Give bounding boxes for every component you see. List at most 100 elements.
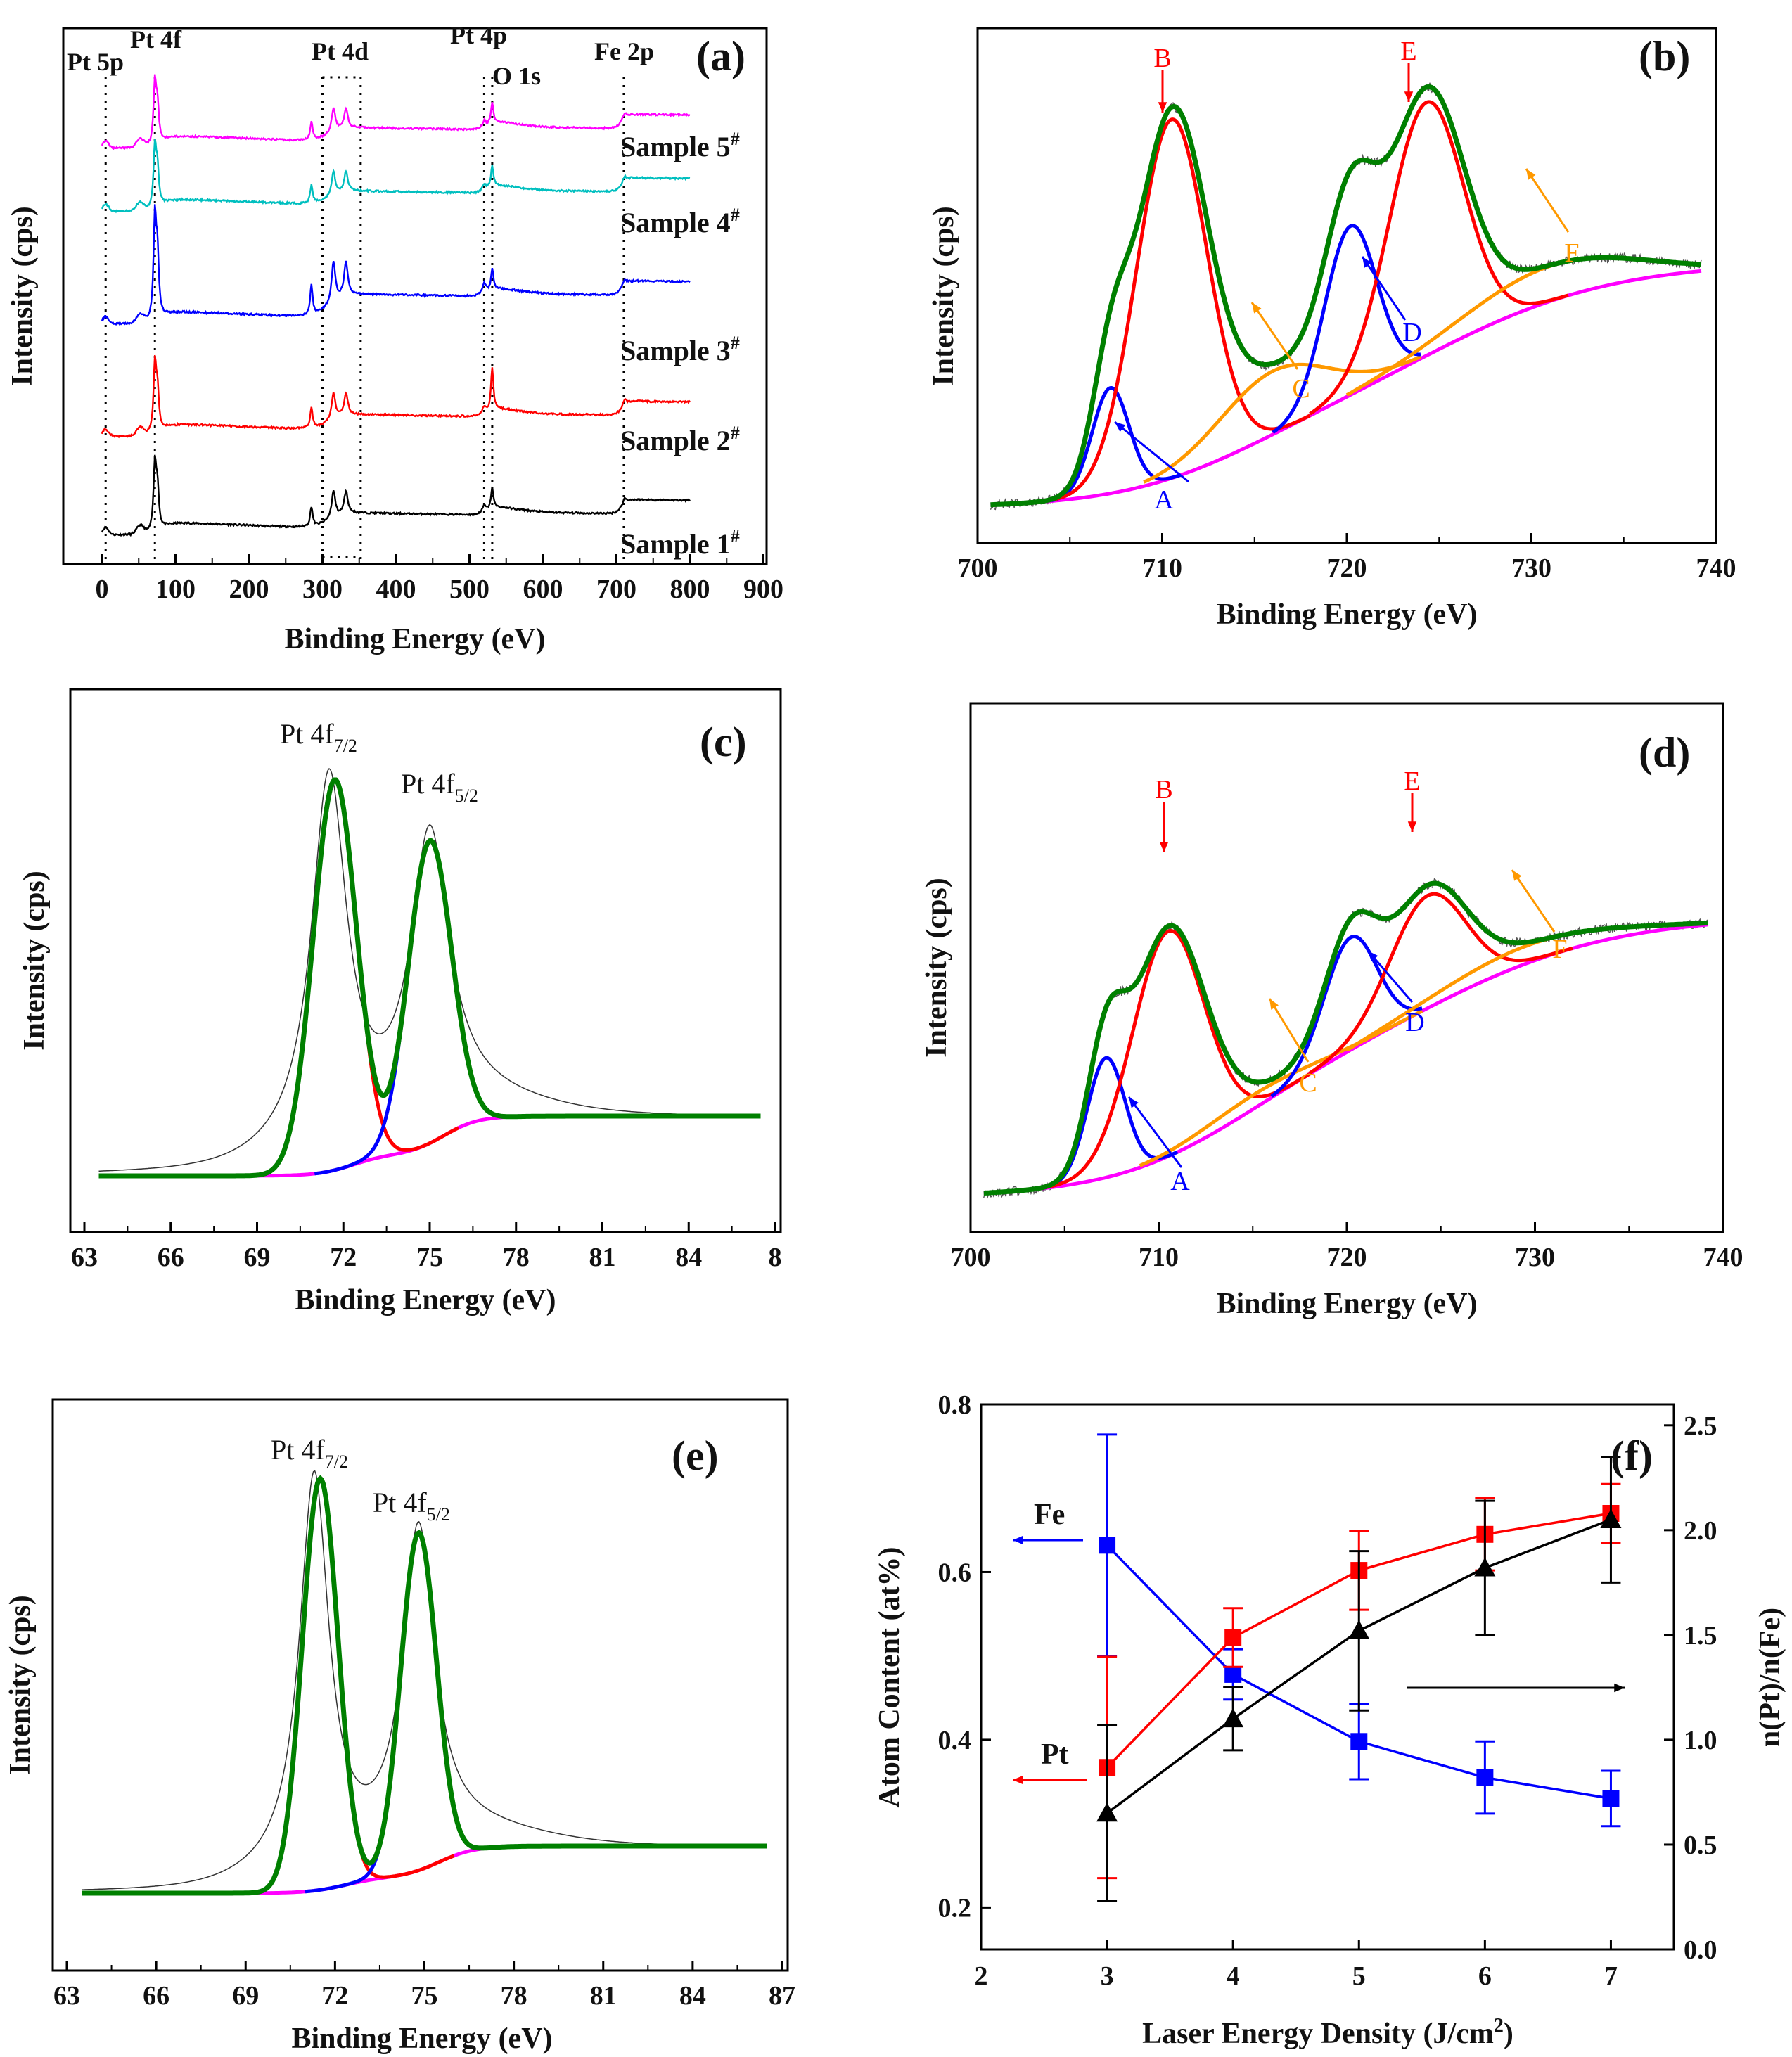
a-x-tick-label-8: 800 [670,575,710,604]
arrow-E-3-head [1407,821,1417,832]
panel-f-annotations: Fe Pt [1013,1499,1625,1785]
panel-b-label: (b) [1639,33,1690,79]
panel-e-label: (e) [672,1433,719,1479]
x2-tick-label-0: 63 [71,1243,98,1272]
a-sample-name-3: Sample 4 [620,207,731,238]
panel-d-fe2p-spectrum: A B C D E F 700 710 720 730 740 (d) Binding Energ… [921,702,1743,1320]
panel-c-x-ticks: 63 66 69 72 75 78 81 84 8 [71,1222,782,1272]
a-x-tick-label-9: 900 [743,575,783,604]
x4-tick-label-7: 84 [679,1981,706,2011]
f-marker-0-0 [1099,1537,1116,1554]
f-marker-0-2 [1350,1733,1368,1750]
panel-b-annotations: A B C D E F [1114,37,1580,515]
peak-label-sub-0-4: 7/2 [325,1452,348,1472]
letter-B-3: B [1155,775,1172,805]
x1-tick-label-4: 740 [1696,553,1736,583]
panel-a-xlabel: Binding Energy (eV) [284,623,545,655]
letter-A-1: A [1154,485,1174,515]
panel-e-pt4f-spectrum: Pt 4f7/2Pt 4f5/2 63 66 69 72 75 78 81 84 87 (e) … [4,1398,795,2055]
arrow-F-1-head [1526,169,1536,180]
f-ytick-left-label-2: 0.6 [938,1558,972,1587]
f-marker-0-3 [1476,1769,1494,1786]
x1-tick-label-1: 710 [1142,553,1182,583]
raw-data-4 [82,1470,767,1890]
panel-d-annotations: A B C D E F [1127,767,1568,1196]
a-x-tick-label-1: 100 [155,575,196,604]
arrow-A-3-shaft [1127,1096,1183,1168]
panel-d-x-ticks: 700 710 720 730 740 [951,1222,1743,1272]
arrow-F-3-head [1512,870,1522,881]
panel-d-curves [983,878,1708,1199]
envelope-curve-1 [990,84,1702,508]
letter-A-3: A [1170,1167,1190,1196]
f-marker-1-1 [1224,1629,1242,1646]
a-peak-label-4: O 1s [492,62,541,90]
peak-label-main-0-4: Pt 4f [271,1434,325,1466]
a-sample-sup-4: # [731,129,740,149]
panel-c-label: (c) [700,719,747,765]
f-ytick-left-label-3: 0.8 [938,1390,972,1420]
arrow-D-3-head [1368,951,1378,962]
peak-label-sub-1-4: 5/2 [427,1504,450,1525]
panel-a-label: (a) [696,33,745,79]
letter-B-1: B [1153,44,1171,73]
letter-C-1: C [1292,374,1310,404]
letter-E-1: E [1400,37,1416,66]
a-peak-label-5: Fe 2p [594,37,654,65]
panel-b-xlabel: Binding Energy (eV) [1216,598,1477,631]
component-B-1 [1051,117,1311,502]
letter-D-1: D [1402,318,1421,347]
peak-label-0-2: Pt 4f7/2 [280,718,357,756]
component-D-3 [1270,935,1423,1098]
f-ytick-right-label-1: 0.5 [1684,1831,1717,1860]
x1-tick-label-2: 720 [1327,553,1367,583]
peak-label-1-2: Pt 4f5/2 [401,768,478,806]
x1-tick-label-3: 730 [1511,553,1551,583]
arrow-D-1-head [1362,257,1372,268]
background-curve-2 [98,1114,761,1178]
arrow-F-3-shaft [1511,869,1556,933]
a-x-tick-label-4: 400 [376,575,416,604]
f-marker-2-0 [1096,1802,1118,1822]
x4-tick-label-2: 69 [232,1981,259,2011]
x4-tick-label-1: 66 [143,1981,169,2011]
panel-f-xlabel-main: Laser Energy Density (J/cm [1142,2018,1494,2050]
panel-a-ylabel: Intensity (cps) [6,206,39,386]
background-curve-3 [983,923,1708,1195]
arrow-C-3-shaft [1268,998,1310,1063]
x4-tick-label-8: 87 [769,1981,795,2011]
f-xtick-label-2: 4 [1227,1961,1240,1991]
raw-data-2 [98,767,761,1172]
a-sample-sup-1: # [731,423,740,443]
x3-tick-label-4: 740 [1703,1243,1743,1272]
a-sample-name-0: Sample 1 [620,528,731,560]
raw-data-1 [990,82,1702,511]
x2-tick-label-1: 66 [158,1243,184,1272]
f-ytick-right-label-3: 1.5 [1684,1621,1717,1651]
f-xtick-label-3: 5 [1352,1961,1366,1991]
panel-e-frame [51,1398,789,1972]
f-ytick-left-label-1: 0.4 [938,1726,972,1755]
panel-e-annotations: Pt 4f7/2Pt 4f5/2 [271,1434,450,1525]
a-peak-label-2: Pt 4d [312,37,369,65]
x2-tick-label-5: 78 [503,1243,530,1272]
f-marker-2-1 [1222,1708,1244,1728]
arrow-D-3-shaft [1367,950,1414,1003]
f-marker-2-3 [1474,1557,1496,1577]
panel-a-series [101,74,691,537]
envelope-curve-4 [82,1475,767,1896]
peak-label-main-1-2: Pt 4f [401,768,455,800]
x4-tick-label-3: 72 [321,1981,348,2011]
a-sample-label-2: Sample 3# [620,333,740,366]
a-sample-name-4: Sample 5 [620,131,731,162]
letter-E-3: E [1404,767,1420,796]
panel-f-composition-plot: 2 3 4 5 6 7 0.2 0.4 0.6 0.8 0.0 0.5 1.0 1.5 2.0 2.5 Fe P… [873,1390,1786,2050]
x3-tick-label-0: 700 [951,1243,991,1272]
component-D-1 [1272,224,1421,434]
panel-d-frame [969,702,1724,1233]
arrow-F-1-shaft [1525,168,1570,233]
f-arrow-pt-head [1013,1775,1023,1785]
f-arrow-fe-head [1013,1535,1023,1545]
panel-b-x-ticks: 700 710 720 730 740 [958,533,1736,583]
